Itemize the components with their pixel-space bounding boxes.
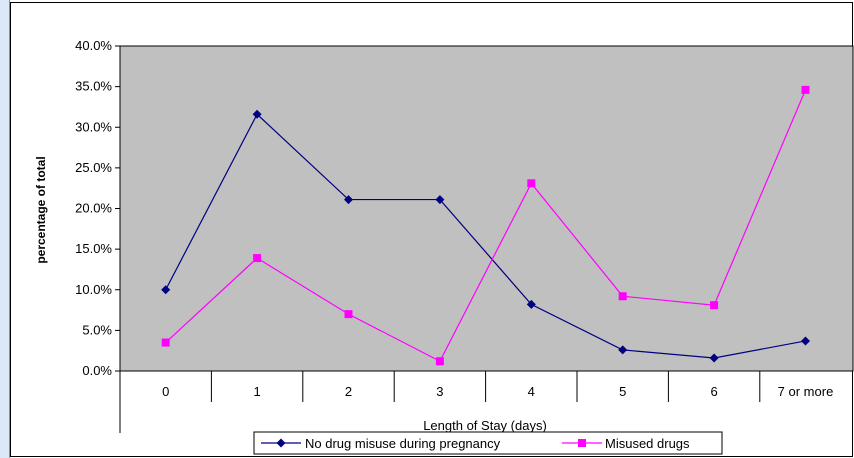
legend-marker bbox=[276, 438, 286, 448]
legend-label: No drug misuse during pregnancy bbox=[305, 436, 501, 451]
y-axis: 0.0% 5.0% 10.0% 15.0% 20.0% 25.0% 30.0% 35.0% 40… bbox=[75, 38, 120, 378]
data-point bbox=[161, 285, 171, 295]
x-tick-label: 5 bbox=[619, 384, 626, 399]
data-point bbox=[435, 195, 445, 205]
data-point bbox=[161, 338, 170, 347]
legend-marker bbox=[578, 439, 586, 447]
data-point bbox=[801, 336, 810, 346]
y-tick-label: 10.0% bbox=[75, 282, 112, 297]
y-tick-label: 5.0% bbox=[82, 322, 112, 337]
series-line bbox=[165, 113, 806, 359]
legend-items: No drug misuse during pregnancy Misused d… bbox=[261, 436, 690, 451]
data-point bbox=[526, 299, 536, 309]
data-point bbox=[801, 85, 810, 94]
legend-label: Misused drugs bbox=[605, 436, 690, 451]
series-layer bbox=[161, 85, 810, 366]
y-axis-title: percentage of total bbox=[34, 156, 48, 263]
x-tick-label: 6 bbox=[710, 384, 717, 399]
data-point bbox=[710, 301, 719, 310]
data-point bbox=[618, 345, 628, 355]
x-tick-label: 1 bbox=[253, 384, 260, 399]
y-tick-label: 35.0% bbox=[75, 79, 112, 94]
y-tick-label: 30.0% bbox=[75, 119, 112, 134]
x-tick-label: 2 bbox=[345, 384, 352, 399]
y-tick-label: 20.0% bbox=[75, 201, 112, 216]
series-line bbox=[165, 89, 807, 363]
x-tick-label: 7 or more bbox=[778, 384, 834, 399]
x-tick-label: 4 bbox=[528, 384, 535, 399]
data-point bbox=[252, 109, 262, 119]
y-tick-label: 0.0% bbox=[82, 363, 112, 378]
data-point bbox=[435, 357, 444, 366]
y-tick-label: 15.0% bbox=[75, 241, 112, 256]
data-point bbox=[344, 195, 353, 205]
x-tick-label: 0 bbox=[162, 384, 169, 399]
y-tick-label: 25.0% bbox=[75, 160, 112, 175]
data-point bbox=[344, 310, 353, 319]
data-point bbox=[527, 179, 536, 188]
y-tick-label: 40.0% bbox=[75, 38, 112, 53]
plot-area bbox=[119, 45, 854, 372]
window-edge-border bbox=[9, 0, 10, 458]
data-point bbox=[709, 353, 719, 363]
legend bbox=[253, 431, 723, 455]
data-point bbox=[253, 254, 262, 263]
window-edge bbox=[0, 0, 9, 458]
data-point bbox=[618, 292, 627, 301]
x-axis: 0 1 2 3 4 5 6 7 or more bbox=[119, 371, 834, 433]
x-tick-label: 3 bbox=[436, 384, 443, 399]
x-axis-title: Length of Stay (days) bbox=[423, 418, 547, 433]
